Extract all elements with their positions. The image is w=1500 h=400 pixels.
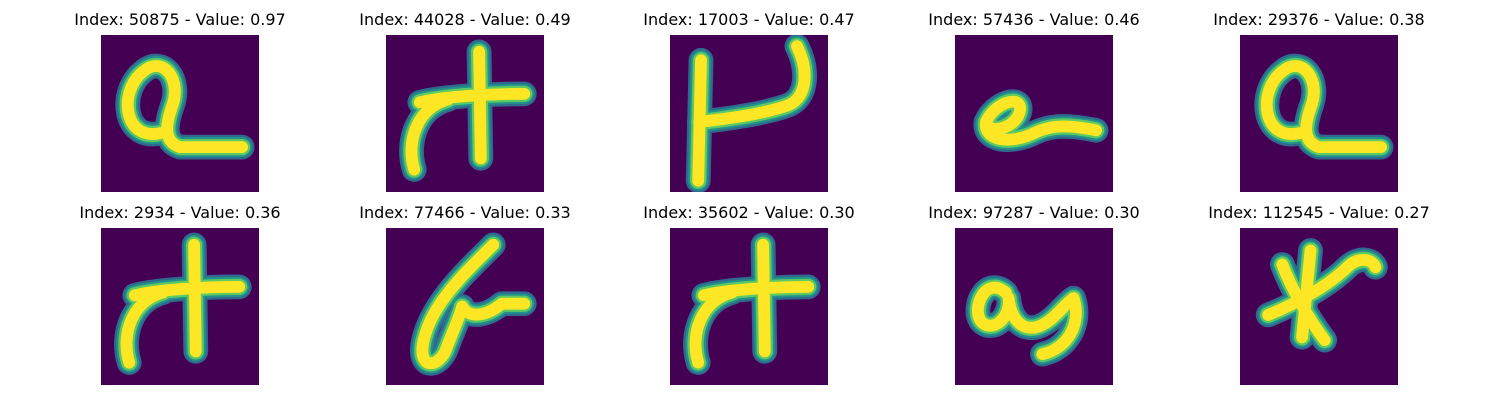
glyph-stroke	[128, 280, 246, 302]
handwritten-sample-image	[101, 228, 259, 385]
panel-title: Index: 50875 - Value: 0.97	[74, 10, 286, 29]
sample-panel: Index: 50875 - Value: 0.97	[60, 10, 300, 195]
panel-title: Index: 29376 - Value: 0.38	[1213, 10, 1425, 29]
panel-title: Index: 2934 - Value: 0.36	[79, 203, 281, 222]
handwritten-sample-image	[1240, 35, 1398, 192]
glyph-stroke	[689, 286, 738, 369]
panel-title: Index: 97287 - Value: 0.30	[928, 203, 1140, 222]
glyph-stroke	[473, 45, 487, 165]
panel-title: Index: 35602 - Value: 0.30	[643, 203, 855, 222]
sample-panel: Index: 112545 - Value: 0.27	[1199, 203, 1439, 388]
glyph-stroke	[693, 40, 811, 128]
handwritten-sample-image	[101, 35, 259, 192]
sample-panel: Index: 57436 - Value: 0.46	[914, 10, 1154, 195]
sample-panel: Index: 97287 - Value: 0.30	[914, 203, 1154, 388]
glyph-stroke	[405, 93, 454, 176]
handwritten-sample-image	[955, 35, 1113, 192]
glyph-stroke	[757, 238, 771, 358]
glyph-stroke	[972, 281, 1082, 361]
panel-title: Index: 112545 - Value: 0.27	[1208, 203, 1430, 222]
handwritten-sample-image	[386, 228, 544, 385]
glyph-stroke	[1276, 258, 1331, 347]
sample-panel: Index: 29376 - Value: 0.38	[1199, 10, 1439, 195]
glyph-stroke	[697, 280, 815, 302]
glyph-stroke	[120, 286, 169, 369]
panel-title: Index: 17003 - Value: 0.47	[643, 10, 855, 29]
sample-panel: Index: 17003 - Value: 0.47	[629, 10, 869, 195]
panel-title: Index: 57436 - Value: 0.46	[928, 10, 1140, 29]
sample-panel: Index: 77466 - Value: 0.33	[345, 203, 585, 388]
handwritten-sample-image	[670, 35, 828, 192]
glyph-stroke	[413, 87, 531, 109]
handwritten-sample-image	[386, 35, 544, 192]
glyph-stroke	[1296, 244, 1317, 344]
panel-title: Index: 77466 - Value: 0.33	[359, 203, 571, 222]
glyph-stroke	[188, 238, 202, 358]
handwritten-sample-image	[955, 228, 1113, 385]
glyph-stroke	[1262, 254, 1382, 321]
sample-panel: Index: 44028 - Value: 0.49	[345, 10, 585, 195]
glyph-stroke	[980, 95, 1102, 146]
handwritten-sample-image	[670, 228, 828, 385]
sample-panel: Index: 35602 - Value: 0.30	[629, 203, 869, 388]
glyph-stroke	[1261, 60, 1387, 154]
handwritten-sample-image	[1240, 228, 1398, 385]
sample-panel: Index: 2934 - Value: 0.36	[60, 203, 300, 388]
glyph-stroke	[416, 238, 531, 370]
glyph-stroke	[122, 60, 248, 154]
panel-title: Index: 44028 - Value: 0.49	[359, 10, 571, 29]
